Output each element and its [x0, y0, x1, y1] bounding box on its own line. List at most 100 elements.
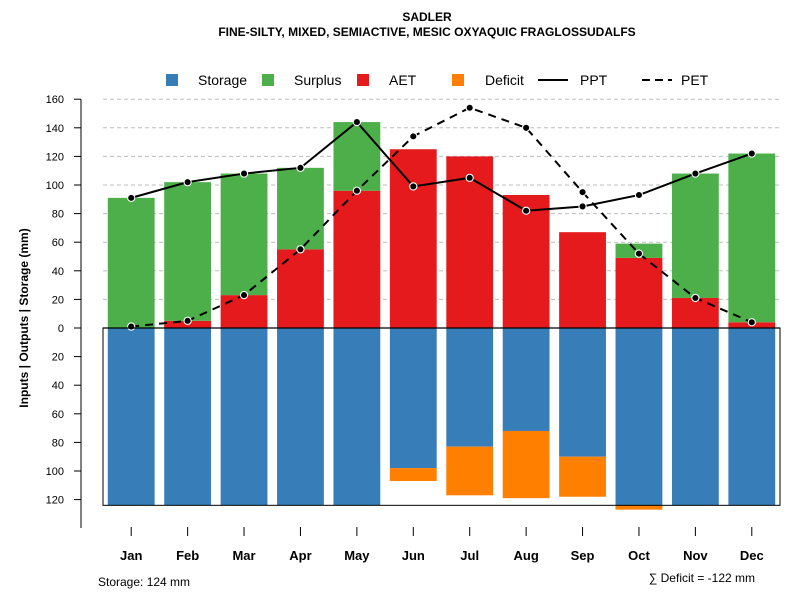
storage-bar [671, 328, 719, 506]
legend-item-ppt: PPT [538, 72, 608, 88]
x-tick-label: Jul [460, 548, 479, 563]
x-tick-label: Jun [402, 548, 425, 563]
aet-bar [333, 190, 381, 328]
y-tick-label: 40 [52, 266, 64, 278]
aet-bar [220, 295, 268, 328]
x-tick-label: Feb [176, 548, 199, 563]
x-tick-label: Oct [628, 548, 650, 563]
surplus-bar [107, 197, 155, 328]
y-axis-label: Inputs | Outputs | Storage (mm) [17, 228, 31, 407]
pet-point [747, 318, 756, 327]
ppt-point [465, 173, 474, 182]
deficit-bar [502, 430, 550, 499]
pet-point [296, 245, 305, 254]
y-tick-label: 60 [52, 237, 64, 249]
legend-label: PET [681, 72, 709, 88]
legend-item-deficit: Deficit [452, 72, 524, 88]
pet-point [352, 186, 362, 195]
pet-point [465, 103, 474, 112]
axes: 160 140 120 100 80 60 40 20 0 20 40 60 80 100 120 Jan Fe… [46, 94, 781, 563]
pet-point [521, 123, 531, 132]
aet-bar [446, 156, 494, 328]
y-tick-label: 120 [46, 495, 64, 507]
deficit-bar [389, 468, 437, 482]
ppt-point [521, 206, 531, 215]
y-tick-label: 140 [46, 123, 64, 135]
storage-bar [220, 328, 268, 506]
ppt-point [352, 117, 362, 127]
y-tick-label: 160 [46, 94, 64, 106]
legend-item-surplus: Surplus [262, 72, 341, 88]
pet-point [409, 132, 418, 141]
pet-line [131, 106, 753, 328]
legend-label: AET [389, 72, 417, 88]
x-tick-label: Mar [232, 548, 255, 563]
legend-label: Deficit [485, 72, 524, 88]
gridlines [103, 98, 780, 300]
y-tick-label: 100 [46, 180, 64, 192]
aet-bar [615, 257, 663, 328]
x-tick-label: Nov [683, 548, 708, 563]
legend-label: Storage [198, 72, 247, 88]
x-tick-label: Apr [289, 548, 311, 563]
y-tick-label: 100 [46, 466, 64, 478]
pet-point [634, 249, 644, 258]
ppt-line [130, 120, 753, 212]
aet-bar [502, 195, 550, 328]
legend-swatch [452, 74, 464, 86]
surplus-bar [220, 173, 268, 296]
storage-bar [333, 328, 381, 506]
surplus-bar [728, 153, 776, 323]
aet-bar [389, 149, 437, 328]
ppt-point [296, 163, 305, 172]
pet-point [578, 187, 587, 197]
legend-swatch [166, 74, 178, 86]
y-tick-label: 80 [52, 437, 64, 449]
ppt-point [239, 169, 249, 178]
legend-item-aet: AET [357, 72, 417, 88]
ppt-point [634, 190, 644, 200]
ppt-point [183, 177, 192, 187]
legend-label: PPT [580, 72, 608, 88]
legend: Storage Surplus AET Deficit PPT PET [166, 72, 709, 88]
y-tick-label: 20 [52, 294, 64, 306]
aet-bar [277, 249, 324, 328]
surplus-bar [164, 182, 212, 321]
x-tick-label: Jan [120, 548, 142, 563]
deficit-bar [615, 505, 663, 510]
pet-point [691, 293, 700, 303]
legend-swatch [262, 74, 274, 86]
y-tick-label: 40 [52, 380, 64, 392]
deficit-note: ∑ Deficit = -122 mm [649, 571, 755, 585]
chart-subtitle: FINE-SILTY, MIXED, SEMIACTIVE, MESIC OXY… [218, 25, 635, 39]
legend-item-pet: PET [642, 72, 709, 88]
pet-point [127, 322, 136, 331]
chart-title: SADLER [402, 10, 452, 24]
aet-bar [559, 232, 606, 328]
surplus-bar [277, 167, 324, 250]
legend-item-storage: Storage [166, 72, 247, 88]
storage-bar [164, 328, 212, 506]
ppt-point [747, 149, 756, 158]
y-tick-label: 60 [52, 409, 64, 421]
storage-bar [389, 328, 437, 469]
ppt-point [409, 182, 418, 191]
surplus-bar [333, 122, 381, 191]
x-tick-label: May [344, 548, 370, 563]
legend-label: Surplus [294, 72, 341, 88]
storage-bar [728, 328, 776, 506]
storage-bar [277, 328, 324, 506]
ppt-point [127, 193, 136, 203]
pet-point [183, 316, 192, 325]
y-tick-label: 120 [46, 151, 64, 163]
storage-note: Storage: 124 mm [98, 575, 190, 589]
lines [127, 103, 756, 331]
surplus-bar [671, 173, 719, 298]
deficit-bar [559, 456, 606, 497]
deficit-bar [446, 446, 494, 496]
x-tick-label: Aug [513, 548, 538, 563]
aet-bar [671, 297, 719, 328]
y-tick-label: 0 [58, 323, 64, 335]
storage-bar [502, 328, 550, 431]
